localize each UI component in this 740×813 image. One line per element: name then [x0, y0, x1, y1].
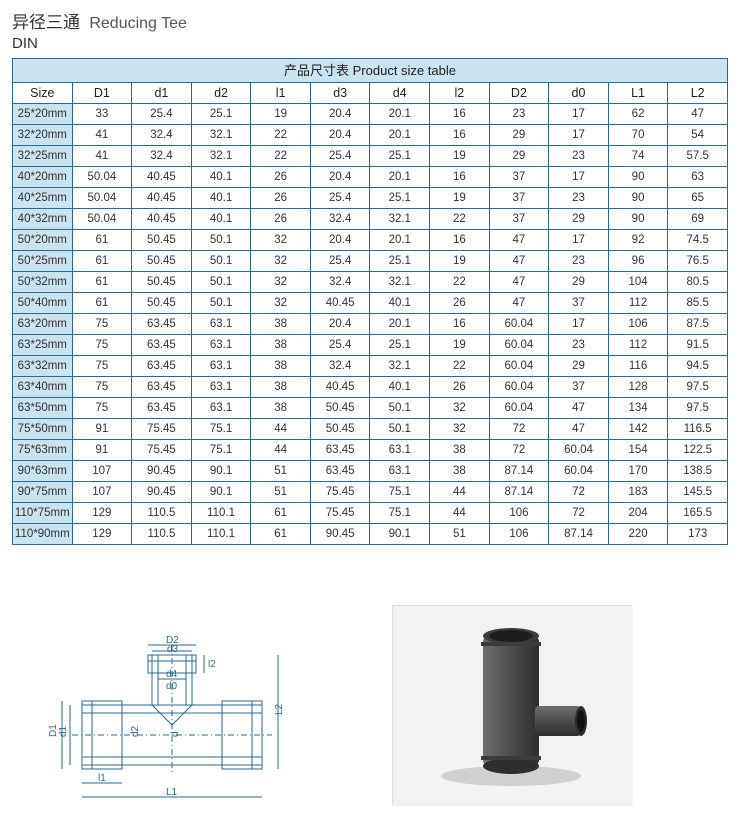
table-row: 32*20mm4132.432.12220.420.11629177054: [13, 125, 728, 146]
product-photo: [392, 605, 632, 805]
table-row: 75*63mm9175.4575.14463.4563.1387260.0415…: [13, 440, 728, 461]
col-Size: Size: [13, 83, 73, 104]
table-row: 63*20mm7563.4563.13820.420.11660.0417106…: [13, 314, 728, 335]
subtitle: DIN: [12, 35, 728, 52]
col-d0: d0: [549, 83, 609, 104]
table-row: 63*25mm7563.4563.13825.425.11960.0423112…: [13, 335, 728, 356]
table-row: 90*63mm10790.4590.15163.4563.13887.1460.…: [13, 461, 728, 482]
table-row: 25*20mm3325.425.11920.420.11623176247: [13, 104, 728, 125]
col-D1: D1: [72, 83, 132, 104]
col-d3: d3: [310, 83, 370, 104]
table-row: 40*20mm50.0440.4540.12620.420.1163717906…: [13, 167, 728, 188]
svg-text:l2: l2: [208, 659, 216, 670]
svg-text:L1: L1: [166, 787, 178, 798]
svg-text:L2: L2: [274, 703, 285, 715]
svg-text:d3: d3: [167, 644, 179, 655]
table-row: 63*40mm7563.4563.13840.4540.12660.043712…: [13, 377, 728, 398]
col-D2: D2: [489, 83, 549, 104]
svg-text:d0: d0: [166, 681, 178, 692]
table-row: 110*75mm129110.5110.16175.4575.144106722…: [13, 503, 728, 524]
svg-text:l1: l1: [98, 773, 106, 784]
col-d4: d4: [370, 83, 430, 104]
technical-diagram: D1 d1 d2 d D2 d3 d4 d0 l2 L2 l1 L1: [42, 605, 302, 805]
table-row: 50*40mm6150.4550.13240.4540.126473711285…: [13, 293, 728, 314]
table-row: 40*25mm50.0440.4540.12625.425.1193723906…: [13, 188, 728, 209]
table-row: 40*32mm50.0440.4540.12632.432.1223729906…: [13, 209, 728, 230]
col-d1: d1: [132, 83, 192, 104]
col-d2: d2: [191, 83, 251, 104]
svg-text:d: d: [170, 731, 181, 737]
table-row: 75*50mm9175.4575.14450.4550.132724714211…: [13, 419, 728, 440]
table-row: 50*20mm6150.4550.13220.420.11647179274.5: [13, 230, 728, 251]
product-size-table: 产品尺寸表 Product size table SizeD1d1d2l1d3d…: [12, 58, 728, 545]
table-row: 110*90mm129110.5110.16190.4590.15110687.…: [13, 524, 728, 545]
table-row: 50*32mm6150.4550.13232.432.122472910480.…: [13, 272, 728, 293]
title-cn: 异径三通: [12, 13, 80, 32]
table-row: 63*32mm7563.4563.13832.432.12260.0429116…: [13, 356, 728, 377]
table-caption: 产品尺寸表 Product size table: [13, 59, 728, 83]
col-L1: L1: [608, 83, 668, 104]
col-L2: L2: [668, 83, 728, 104]
table-row: 32*25mm4132.432.12225.425.11929237457.5: [13, 146, 728, 167]
col-l2: l2: [430, 83, 490, 104]
svg-text:d1: d1: [58, 725, 69, 737]
col-l1: l1: [251, 83, 311, 104]
title-en: Reducing Tee: [89, 15, 187, 32]
table-header-row: SizeD1d1d2l1d3d4l2D2d0L1L2: [13, 83, 728, 104]
table-row: 50*25mm6150.4550.13225.425.11947239676.5: [13, 251, 728, 272]
svg-text:d4: d4: [166, 669, 178, 680]
table-body: 25*20mm3325.425.11920.420.1162317624732*…: [13, 104, 728, 545]
svg-text:d2: d2: [130, 725, 141, 737]
table-row: 63*50mm7563.4563.13850.4550.13260.044713…: [13, 398, 728, 419]
table-row: 90*75mm10790.4590.15175.4575.14487.14721…: [13, 482, 728, 503]
